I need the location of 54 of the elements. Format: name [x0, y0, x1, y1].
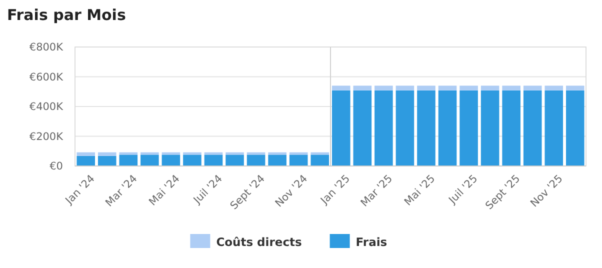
y-tick-label: €200K: [29, 130, 64, 143]
y-tick-label: €0: [50, 160, 63, 173]
bar: [544, 86, 564, 90]
bar: [438, 86, 457, 90]
chart-title: Frais par Mois: [7, 6, 126, 24]
bar: [502, 90, 520, 166]
bar: [332, 90, 350, 166]
bar: [480, 86, 500, 90]
bar: [566, 86, 584, 90]
bar: [226, 154, 244, 166]
bar: [374, 90, 393, 166]
x-tick-label: Mai '24: [146, 172, 182, 208]
y-tick-label: €800K: [29, 42, 64, 54]
bar: [98, 156, 116, 166]
y-tick-label: €400K: [29, 101, 64, 114]
bar: [417, 90, 436, 166]
bar: [310, 154, 330, 166]
bar: [162, 154, 180, 166]
bar: [76, 152, 95, 156]
y-tick-label: €600K: [29, 71, 64, 84]
x-tick-label: Mar '24: [103, 172, 140, 210]
bar: [417, 86, 436, 90]
bar: [438, 90, 457, 166]
bar: [480, 90, 500, 166]
bar: [460, 86, 478, 90]
bar: [353, 90, 372, 166]
x-tick-label: Mai '25: [402, 172, 438, 208]
bar: [523, 90, 542, 166]
bar: [460, 90, 478, 166]
bar: [523, 86, 542, 90]
bar: [204, 154, 223, 166]
bar: [332, 86, 350, 90]
bar: [396, 86, 414, 90]
bar: [98, 152, 116, 156]
bar: [396, 90, 414, 166]
x-tick-label: Nov '25: [528, 172, 566, 210]
x-tick-label: Jan '25: [318, 172, 352, 208]
bar: [183, 154, 202, 166]
bar: [140, 154, 159, 166]
bar: [566, 90, 584, 166]
bar: [544, 90, 564, 166]
x-tick-label: Jan '24: [62, 172, 98, 208]
bar: [502, 86, 520, 90]
x-tick-label: Nov '24: [273, 172, 310, 210]
bar: [353, 86, 372, 90]
x-tick-label: Mar '25: [358, 172, 396, 210]
bar: [246, 154, 266, 166]
legend-label: Frais: [356, 235, 388, 250]
bar: [76, 156, 95, 166]
bar: [289, 154, 308, 166]
bar: [268, 154, 286, 166]
legend-label: Coûts directs: [216, 235, 302, 250]
bar: [119, 154, 138, 166]
bar: [374, 86, 393, 90]
